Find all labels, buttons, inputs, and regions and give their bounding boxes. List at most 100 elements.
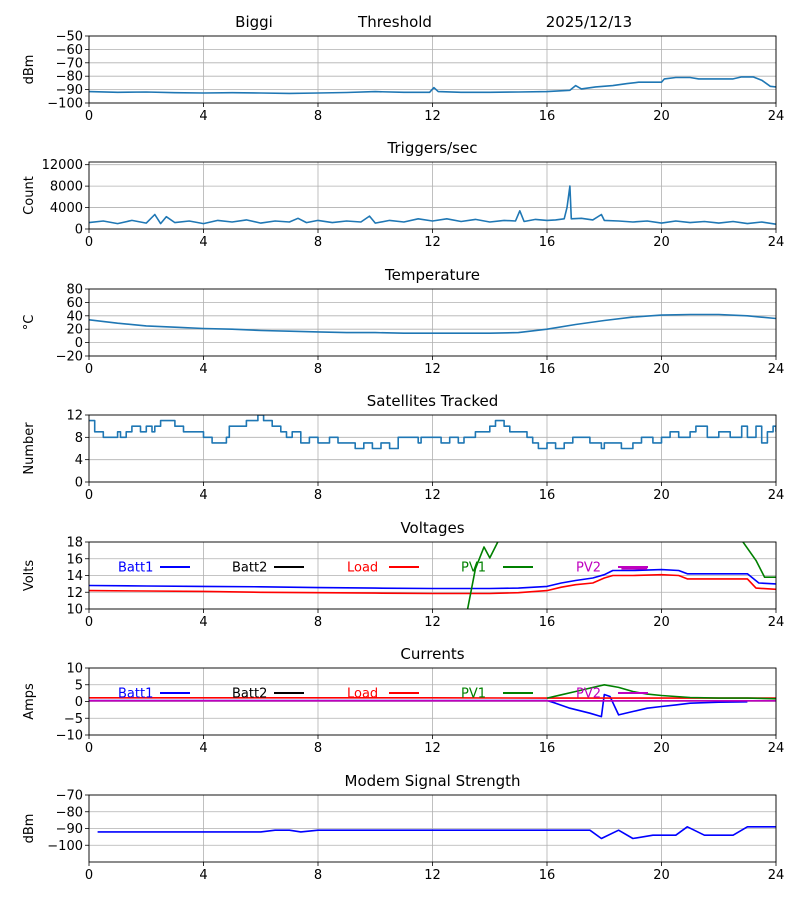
x-tick-label: 0 bbox=[85, 235, 93, 250]
series-line-satellites bbox=[89, 415, 776, 450]
y-tick-label: 12 bbox=[66, 586, 83, 601]
y-axis-label: Amps bbox=[22, 683, 37, 720]
chart-satellites: 0 4 8 12 16 20 24 0 4 8 12 Satellites Tracked Number bbox=[22, 392, 784, 503]
series-line-triggers bbox=[89, 185, 776, 225]
series-line-pv1 bbox=[546, 684, 776, 700]
x-tick-label: 20 bbox=[653, 741, 670, 756]
x-tick-label: 20 bbox=[653, 868, 670, 883]
x-tick-label: 0 bbox=[85, 488, 93, 503]
y-tick-label: 60 bbox=[66, 296, 83, 311]
x-tick-label: 8 bbox=[314, 109, 322, 124]
chart-threshold: 0 4 8 12 16 20 24 −100−90−80−70−60−50 dBm bbox=[22, 30, 784, 125]
x-tick-label: 4 bbox=[199, 235, 207, 250]
chart-title: Triggers/sec bbox=[387, 139, 478, 157]
chart-triggers: 0 4 8 12 16 20 24 0 4000 8000 12000 Triggers/sec Cou… bbox=[22, 139, 784, 250]
y-tick-label: 18 bbox=[66, 536, 83, 551]
x-tick-label: 20 bbox=[653, 362, 670, 377]
x-tick-label: 0 bbox=[85, 615, 93, 630]
x-tick-label: 20 bbox=[653, 615, 670, 630]
y-axis-label: °C bbox=[22, 315, 37, 331]
y-tick-label: −10 bbox=[56, 729, 83, 744]
header-mode: Threshold bbox=[357, 13, 432, 31]
chart-title: Currents bbox=[400, 645, 464, 663]
series-line-batt1 bbox=[89, 568, 776, 590]
y-axis-label: dBm bbox=[22, 55, 37, 85]
gridlines bbox=[88, 414, 777, 483]
legend: Batt1 Batt2 Load PV1 PV2 bbox=[118, 561, 648, 576]
legend-label: Batt2 bbox=[232, 687, 267, 702]
y-axis-label: Number bbox=[22, 422, 37, 475]
chart-title: Satellites Tracked bbox=[367, 392, 498, 410]
legend-label: Batt1 bbox=[118, 561, 153, 576]
x-tick-label: 20 bbox=[653, 235, 670, 250]
x-tick-label: 24 bbox=[768, 235, 785, 250]
y-tick-label: −50 bbox=[56, 30, 83, 45]
series-line-load bbox=[89, 573, 776, 595]
y-tick-label: 16 bbox=[66, 552, 83, 567]
x-tick-label: 4 bbox=[199, 868, 207, 883]
y-tick-label: −90 bbox=[56, 822, 83, 837]
series-group bbox=[89, 415, 776, 450]
legend: Batt1 Batt2 Load PV1 PV2 bbox=[118, 687, 648, 702]
x-tick-label: 4 bbox=[199, 488, 207, 503]
x-tick-label: 0 bbox=[85, 362, 93, 377]
x-tick-label: 12 bbox=[424, 235, 441, 250]
y-tick-label: 20 bbox=[66, 323, 83, 338]
legend-label: Batt2 bbox=[232, 561, 267, 576]
y-axis-label: Count bbox=[22, 176, 37, 215]
y-tick-label: −100 bbox=[47, 839, 83, 854]
x-tick-label: 20 bbox=[653, 109, 670, 124]
y-tick-label: −70 bbox=[56, 789, 83, 804]
x-tick-label: 16 bbox=[539, 235, 556, 250]
chart-modem: 0 4 8 12 16 20 24 −100 −90 −80−70 Modem Signal Str… bbox=[22, 772, 784, 883]
x-tick-label: 16 bbox=[539, 615, 556, 630]
x-tick-label: 24 bbox=[768, 741, 785, 756]
y-tick-label: −80 bbox=[56, 70, 83, 85]
x-tick-label: 12 bbox=[424, 488, 441, 503]
y-tick-label: 12000 bbox=[42, 158, 83, 173]
y-tick-label: 8 bbox=[75, 431, 83, 446]
x-tick-label: 0 bbox=[85, 868, 93, 883]
y-tick-label: −90 bbox=[56, 83, 83, 98]
series-line-threshold bbox=[89, 76, 776, 95]
x-tick-label: 12 bbox=[424, 109, 441, 124]
series-group bbox=[89, 313, 776, 334]
y-tick-label: 0 bbox=[75, 223, 83, 238]
x-tick-label: 8 bbox=[314, 741, 322, 756]
series-group bbox=[97, 826, 776, 840]
x-tick-label: 16 bbox=[539, 741, 556, 756]
y-tick-label: 10 bbox=[66, 603, 83, 618]
y-tick-label: 0 bbox=[75, 336, 83, 351]
y-tick-label: 0 bbox=[75, 695, 83, 710]
y-tick-label: −5 bbox=[64, 712, 83, 727]
legend-label: Load bbox=[347, 561, 378, 576]
y-tick-label: 0 bbox=[75, 476, 83, 491]
y-tick-label: 14 bbox=[66, 569, 83, 584]
y-tick-label: 4 bbox=[75, 453, 83, 468]
x-tick-label: 8 bbox=[314, 488, 322, 503]
x-tick-label: 8 bbox=[314, 615, 322, 630]
x-tick-label: 4 bbox=[199, 615, 207, 630]
y-tick-label: 80 bbox=[66, 283, 83, 298]
series-line-modem bbox=[97, 826, 776, 840]
gridlines bbox=[88, 288, 777, 357]
chart-title: Modem Signal Strength bbox=[345, 772, 521, 790]
y-tick-label: 4000 bbox=[50, 201, 83, 216]
series-line-pv1 bbox=[466, 542, 776, 609]
legend-label: Batt1 bbox=[118, 687, 153, 702]
legend-label: Load bbox=[347, 687, 378, 702]
y-tick-label: −60 bbox=[56, 43, 83, 58]
series-group bbox=[89, 185, 776, 225]
gridlines bbox=[88, 162, 777, 230]
y-tick-label: 12 bbox=[66, 409, 83, 424]
x-tick-label: 0 bbox=[85, 109, 93, 124]
x-tick-label: 16 bbox=[539, 488, 556, 503]
x-tick-label: 12 bbox=[424, 868, 441, 883]
x-tick-label: 4 bbox=[199, 741, 207, 756]
header-date: 2025/12/13 bbox=[546, 13, 632, 31]
x-tick-label: 0 bbox=[85, 741, 93, 756]
series-group bbox=[89, 542, 776, 609]
legend-label: PV2 bbox=[576, 687, 601, 702]
